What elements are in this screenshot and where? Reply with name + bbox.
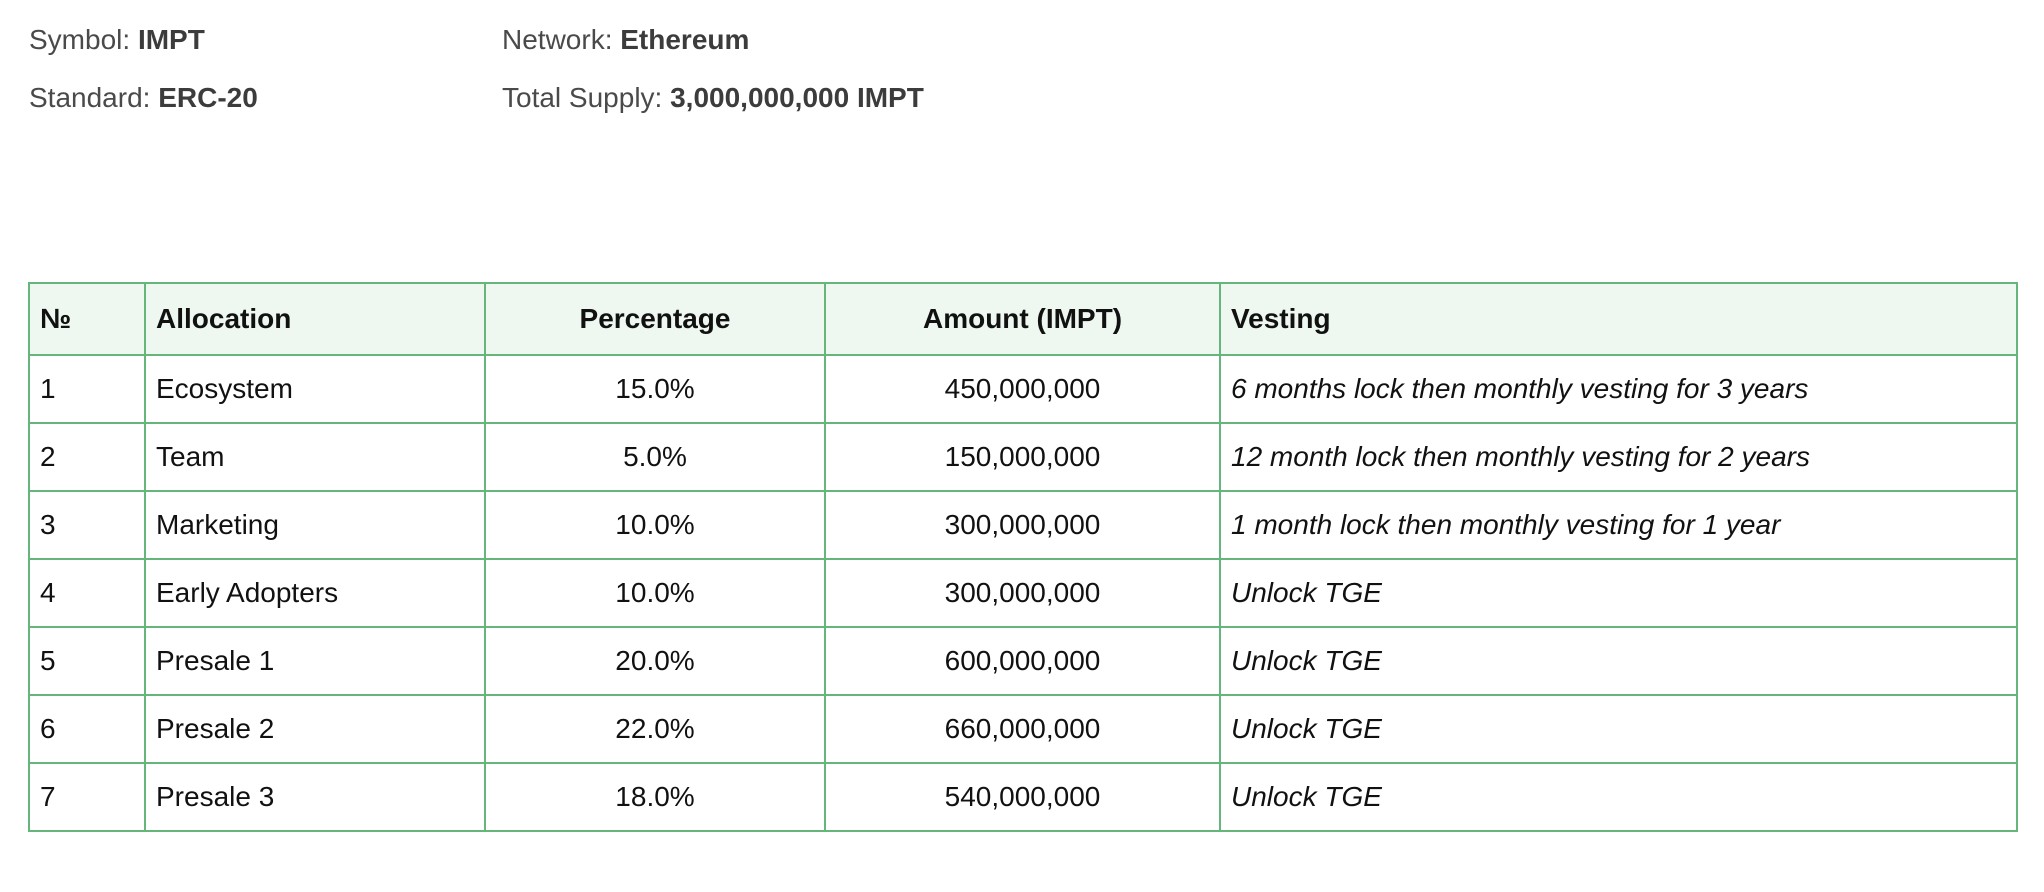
row-number: 4	[28, 558, 146, 628]
row-allocation: Marketing	[144, 490, 486, 560]
row-vesting: Unlock TGE	[1219, 762, 2018, 832]
table-header: № Allocation Percentage Amount (IMPT) Ve…	[28, 282, 2018, 356]
row-vesting: Unlock TGE	[1219, 694, 2018, 764]
row-amount: 600,000,000	[824, 626, 1221, 696]
row-vesting: Unlock TGE	[1219, 626, 2018, 696]
header-row: № Allocation Percentage Amount (IMPT) Ve…	[28, 282, 2018, 356]
row-allocation: Presale 2	[144, 694, 486, 764]
row-allocation: Early Adopters	[144, 558, 486, 628]
row-allocation: Presale 1	[144, 626, 486, 696]
total-supply-info: Total Supply: 3,000,000,000 IMPT	[502, 81, 924, 115]
row-percentage: 10.0%	[484, 490, 826, 560]
row-amount: 660,000,000	[824, 694, 1221, 764]
row-allocation: Presale 3	[144, 762, 486, 832]
row-amount: 150,000,000	[824, 422, 1221, 492]
symbol-info: Symbol: IMPT	[29, 23, 205, 57]
row-percentage: 15.0%	[484, 354, 826, 424]
standard-info: Standard: ERC-20	[29, 81, 258, 115]
table-row: 6 Presale 2 22.0% 660,000,000 Unlock TGE	[28, 694, 2018, 764]
standard-label: Standard:	[29, 82, 151, 113]
header-number: №	[28, 282, 146, 356]
row-number: 2	[28, 422, 146, 492]
symbol-label: Symbol:	[29, 24, 131, 55]
table-body: 1 Ecosystem 15.0% 450,000,000 6 months l…	[28, 354, 2018, 832]
row-percentage: 18.0%	[484, 762, 826, 832]
row-allocation: Ecosystem	[144, 354, 486, 424]
row-vesting: 12 month lock then monthly vesting for 2…	[1219, 422, 2018, 492]
header-vesting: Vesting	[1219, 282, 2018, 356]
row-percentage: 5.0%	[484, 422, 826, 492]
table-row: 2 Team 5.0% 150,000,000 12 month lock th…	[28, 422, 2018, 492]
row-percentage: 10.0%	[484, 558, 826, 628]
row-amount: 300,000,000	[824, 558, 1221, 628]
total-supply-value: 3,000,000,000 IMPT	[670, 82, 924, 113]
row-amount: 450,000,000	[824, 354, 1221, 424]
table-row: 5 Presale 1 20.0% 600,000,000 Unlock TGE	[28, 626, 2018, 696]
row-number: 1	[28, 354, 146, 424]
row-amount: 300,000,000	[824, 490, 1221, 560]
row-amount: 540,000,000	[824, 762, 1221, 832]
standard-value: ERC-20	[158, 82, 258, 113]
row-percentage: 20.0%	[484, 626, 826, 696]
row-number: 7	[28, 762, 146, 832]
row-number: 3	[28, 490, 146, 560]
row-allocation: Team	[144, 422, 486, 492]
network-label: Network:	[502, 24, 613, 55]
table-row: 7 Presale 3 18.0% 540,000,000 Unlock TGE	[28, 762, 2018, 832]
network-value: Ethereum	[620, 24, 750, 55]
table-row: 1 Ecosystem 15.0% 450,000,000 6 months l…	[28, 354, 2018, 424]
row-vesting: Unlock TGE	[1219, 558, 2018, 628]
table-row: 3 Marketing 10.0% 300,000,000 1 month lo…	[28, 490, 2018, 560]
row-vesting: 6 months lock then monthly vesting for 3…	[1219, 354, 2018, 424]
network-info: Network: Ethereum	[502, 23, 749, 57]
row-number: 6	[28, 694, 146, 764]
allocation-table: № Allocation Percentage Amount (IMPT) Ve…	[28, 282, 2018, 832]
row-vesting: 1 month lock then monthly vesting for 1 …	[1219, 490, 2018, 560]
header-percentage: Percentage	[484, 282, 826, 356]
header-allocation: Allocation	[144, 282, 486, 356]
row-percentage: 22.0%	[484, 694, 826, 764]
symbol-value: IMPT	[137, 24, 205, 55]
row-number: 5	[28, 626, 146, 696]
header-amount: Amount (IMPT)	[824, 282, 1221, 356]
table-row: 4 Early Adopters 10.0% 300,000,000 Unloc…	[28, 558, 2018, 628]
total-supply-label: Total Supply:	[502, 82, 663, 113]
